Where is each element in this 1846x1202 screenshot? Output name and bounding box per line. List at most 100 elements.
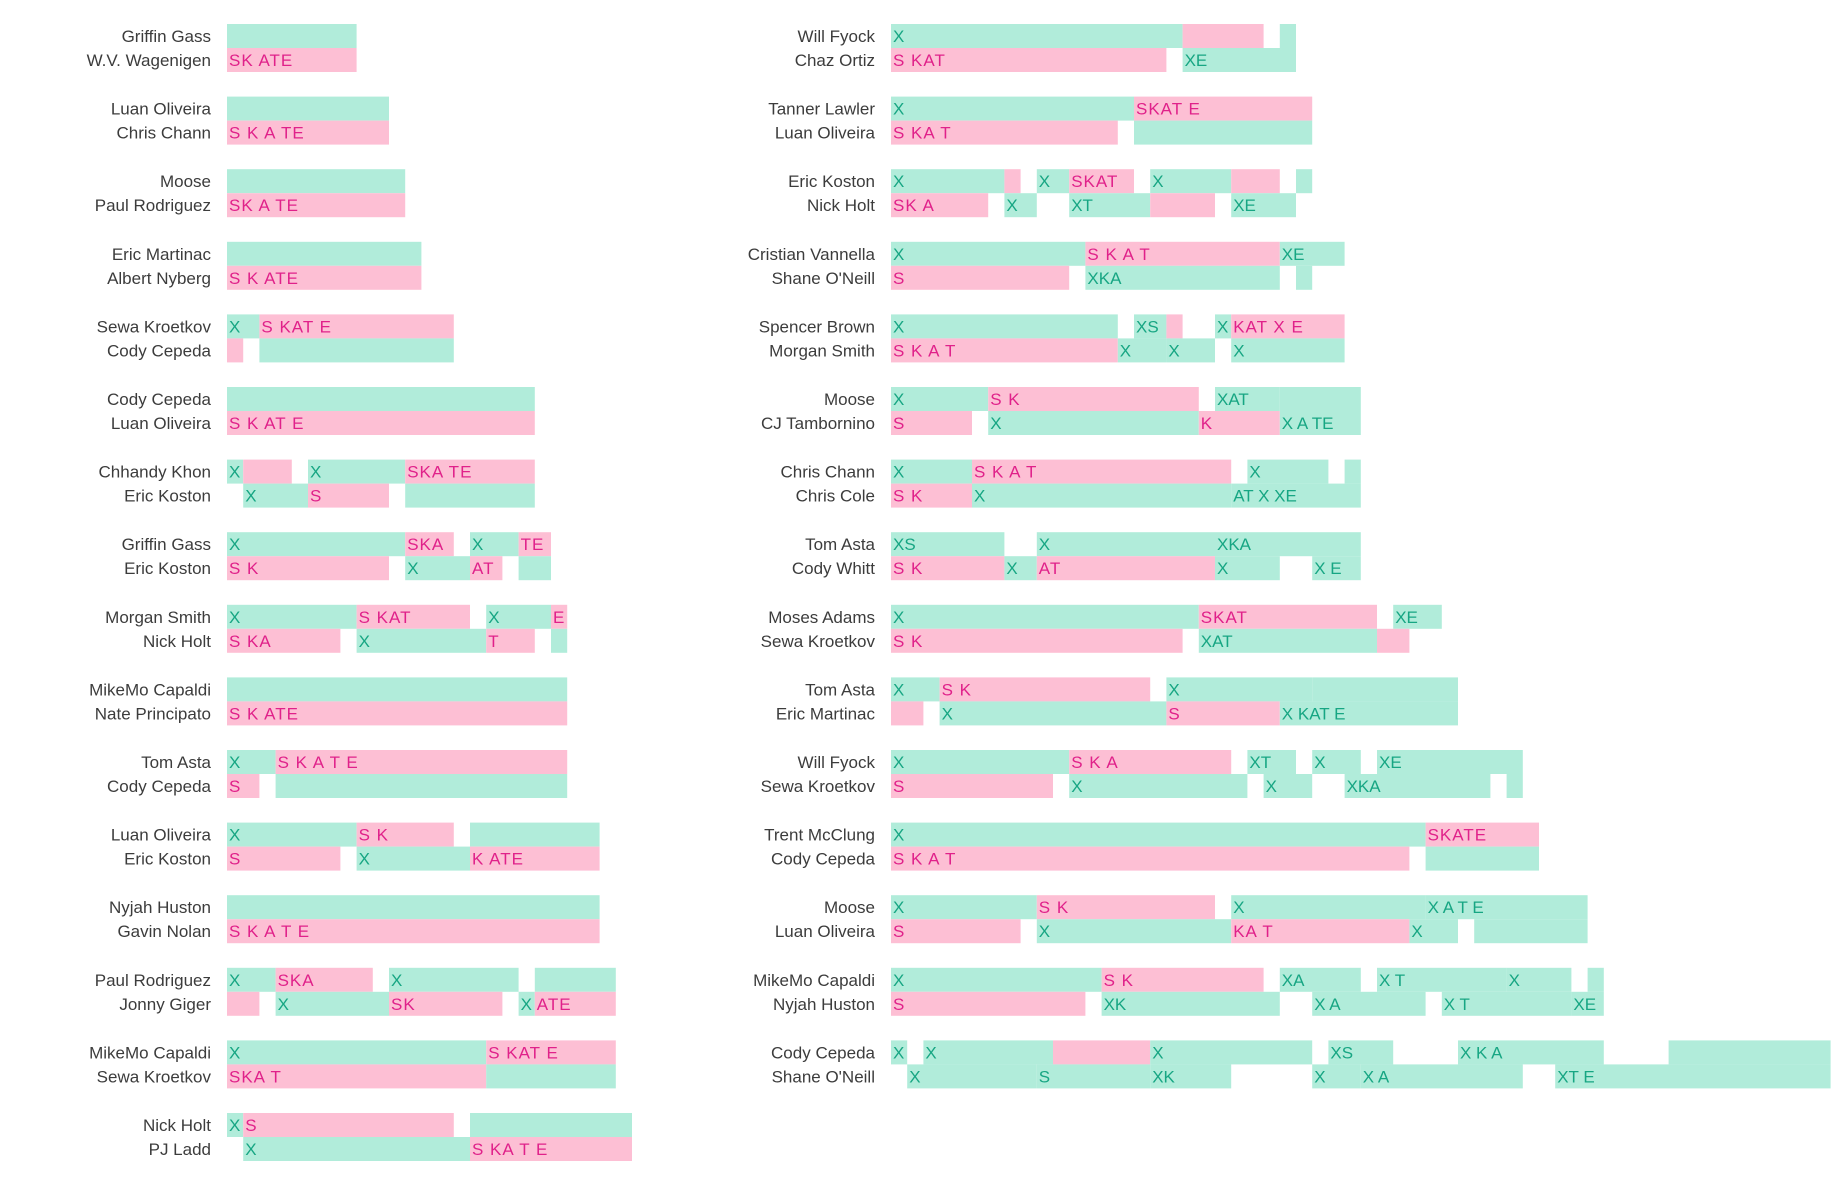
land-segment — [518, 556, 551, 581]
land-segment — [1279, 411, 1361, 435]
land-segment — [1134, 314, 1167, 339]
fail-segment — [227, 774, 260, 798]
player-name: Spencer Brown — [759, 317, 875, 336]
fail-segment — [1085, 241, 1280, 266]
player-name: W.V. Wagenigen — [87, 51, 211, 70]
game-14: MikeMo Capaldi Sewa Kroetkov X S KAT E SKA T — [89, 1040, 616, 1089]
land-segment — [1231, 895, 1426, 920]
segment-label: SKATE — [1428, 826, 1487, 845]
land-segment — [1231, 483, 1361, 508]
player-name: Paul Rodriguez — [95, 196, 211, 215]
segment-label: KAT X E — [1233, 317, 1304, 336]
segment-label: X — [1071, 777, 1082, 796]
fail-segment — [1004, 169, 1021, 194]
player-name: MikeMo Capaldi — [89, 1043, 211, 1062]
segment-label: XE — [1233, 196, 1256, 215]
segment-label: X — [925, 1043, 936, 1062]
fail-segment — [1198, 411, 1280, 435]
player-name: Gavin Nolan — [117, 922, 211, 941]
segment-label: X — [1314, 753, 1325, 772]
segment-label: SKA TE — [407, 463, 472, 482]
land-segment — [389, 967, 519, 992]
fail-segment — [308, 483, 389, 508]
segment-label: X — [1233, 341, 1244, 360]
segment-label: X — [472, 535, 483, 554]
land-segment — [891, 241, 1086, 266]
land-segment — [470, 822, 600, 847]
game-0: Griffin Gass W.V. Wagenigen SK ATE — [87, 24, 357, 72]
land-segment — [356, 628, 487, 653]
player-name: Luan Oliveira — [775, 922, 876, 941]
land-segment — [1279, 701, 1458, 726]
segment-label: X — [1168, 341, 1179, 360]
segment-label: X — [1168, 680, 1179, 699]
fail-segment — [891, 628, 1183, 653]
land-segment — [1215, 314, 1232, 339]
fail-segment — [1198, 604, 1377, 629]
player-name: Trent McClung — [764, 826, 875, 845]
land-segment — [988, 411, 1199, 435]
segment-label: X — [1120, 341, 1131, 360]
land-segment — [1117, 338, 1167, 363]
fail-segment — [486, 1040, 616, 1065]
segment-label: X — [990, 414, 1001, 433]
player-name: Cody Cepeda — [771, 850, 876, 869]
land-segment — [1215, 556, 1280, 581]
segment-label: X — [1006, 559, 1017, 578]
fail-segment — [534, 991, 616, 1016]
segment-label: X — [893, 100, 904, 119]
segment-label: S K ATE — [229, 269, 299, 288]
fail-segment — [227, 701, 568, 726]
land-segment — [227, 532, 406, 557]
fail-segment — [1036, 895, 1215, 920]
player-name: Luan Oliveira — [111, 826, 212, 845]
segment-label: X — [1039, 535, 1050, 554]
segment-label: X — [893, 172, 904, 191]
player-name: Griffin Gass — [122, 27, 211, 46]
land-segment — [227, 750, 276, 774]
fail-segment — [1377, 628, 1410, 653]
segment-label: X T — [1379, 971, 1405, 990]
land-segment — [227, 604, 357, 629]
segment-label: KA T — [1233, 922, 1274, 941]
land-segment — [470, 1113, 632, 1137]
game-15: Nick Holt PJ Ladd X SX S KA T E — [143, 1113, 632, 1161]
player-name: Chris Cole — [796, 487, 875, 506]
land-segment — [1036, 532, 1215, 557]
fail-segment — [518, 532, 551, 557]
segment-label: S KAT E — [261, 317, 332, 336]
segment-label: S K — [893, 487, 923, 506]
land-segment — [1247, 750, 1296, 774]
game-2: Moose Paul Rodriguez SK A TE — [95, 169, 406, 218]
land-segment — [1036, 1064, 1151, 1089]
segment-label: X — [310, 463, 321, 482]
land-segment — [939, 701, 1167, 726]
player-name: Nate Principato — [95, 704, 211, 723]
land-segment — [1474, 919, 1588, 944]
segment-label: X KAT E — [1282, 704, 1346, 723]
fail-segment — [405, 532, 454, 557]
segment-label: X E — [1314, 559, 1341, 578]
land-segment — [891, 532, 1005, 557]
segment-label: X — [229, 535, 240, 554]
land-segment — [1182, 48, 1296, 72]
land-segment — [1036, 919, 1232, 944]
segment-label: S K — [893, 632, 923, 651]
segment-label: XKA — [1347, 777, 1382, 796]
segment-label: S K A — [1071, 753, 1119, 772]
land-segment — [891, 677, 940, 702]
land-segment — [891, 314, 1118, 339]
fail-segment — [1231, 169, 1280, 194]
segment-label: S K AT E — [229, 414, 304, 433]
land-segment — [1198, 628, 1377, 653]
game-13: Paul Rodriguez Jonny Giger X SKA X X SK X ATE — [95, 967, 616, 1016]
segment-label: SK — [391, 995, 416, 1014]
fail-segment — [1069, 169, 1134, 194]
segment-label: X — [521, 995, 532, 1014]
segment-label: E — [553, 608, 565, 627]
segment-label: X — [1266, 777, 1277, 796]
player-name: Griffin Gass — [122, 535, 211, 554]
